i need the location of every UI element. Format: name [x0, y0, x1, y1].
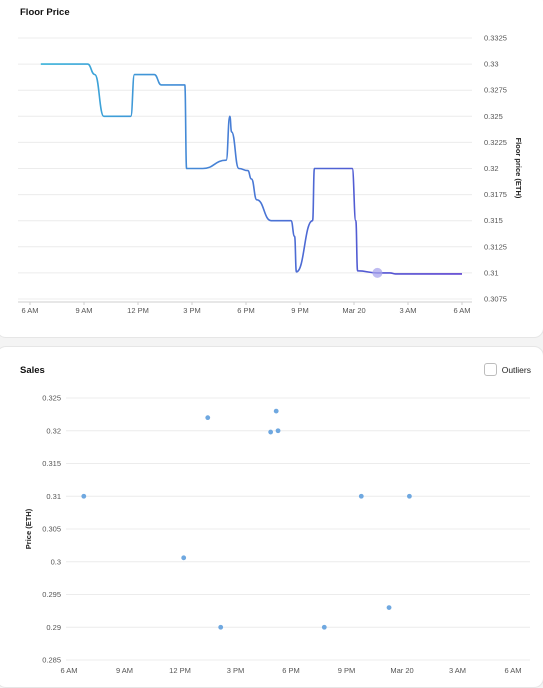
x-tick-label: 9 AM [116, 666, 133, 675]
y-tick-label: 0.3175 [484, 190, 507, 199]
highlight-point[interactable] [372, 267, 383, 278]
sales-card: Sales Outliers [0, 346, 543, 688]
sale-point[interactable] [358, 493, 364, 499]
sale-point[interactable] [275, 428, 281, 434]
x-tick-label: 6 AM [21, 306, 38, 315]
y-tick-label: 0.3225 [484, 138, 507, 147]
x-tick-label: 6 PM [282, 666, 300, 675]
sale-point[interactable] [81, 493, 87, 499]
x-tick-label: 6 AM [453, 306, 470, 315]
x-tick-label: 12 PM [127, 306, 149, 315]
x-tick-label: 3 PM [227, 666, 245, 675]
outliers-toggle[interactable]: Outliers [483, 363, 531, 376]
x-tick-label: 6 AM [504, 666, 521, 675]
x-tick-label: 3 PM [183, 306, 201, 315]
y-tick-label: 0.285 [42, 656, 61, 665]
y-tick-label: 0.325 [484, 112, 503, 121]
floor-price-line [40, 63, 462, 275]
floor-price-chart: 0.3325 0.33 0.3275 0.325 0.3225 0.32 0.3175 0.3… [18, 34, 523, 315]
x-tick-label: 6 AM [60, 666, 77, 675]
sale-point[interactable] [273, 408, 279, 414]
y-tick-label: 0.33 [484, 60, 499, 69]
y-tick-label: 0.305 [42, 525, 61, 534]
sale-point[interactable] [386, 605, 392, 610]
y-tick-label: 0.32 [484, 164, 499, 173]
x-tick-label: 9 PM [338, 666, 356, 675]
x-tick-label: Mar 20 [342, 306, 365, 315]
y-tick-label: 0.3325 [484, 34, 507, 43]
sale-point[interactable] [181, 555, 187, 561]
y-tick-label: 0.31 [46, 492, 61, 501]
sale-point[interactable] [205, 415, 211, 421]
floor-price-title: Floor Price [20, 7, 70, 18]
y-tick-label: 0.31 [484, 268, 499, 277]
y-tick-label: 0.3075 [484, 295, 507, 304]
outliers-checkbox[interactable] [483, 363, 497, 376]
y-tick-label: 0.3 [51, 557, 61, 566]
y-tick-label: 0.315 [484, 216, 503, 225]
sale-point[interactable] [407, 493, 412, 499]
x-tick-label: 3 AM [399, 306, 416, 315]
outliers-label: Outliers [501, 364, 531, 375]
y-tick-label: 0.325 [42, 394, 61, 403]
x-tick-label: 9 AM [75, 306, 92, 315]
x-tick-label: 9 PM [291, 306, 309, 315]
y-tick-label: 0.29 [46, 623, 61, 632]
x-tick-label: 6 PM [237, 306, 255, 315]
y-axis-title: Price (ETH) [24, 508, 33, 549]
sales-title: Sales [20, 365, 45, 376]
sale-point[interactable] [268, 429, 274, 435]
y-tick-label: 0.3275 [484, 86, 507, 95]
y-tick-label: 0.3125 [484, 242, 507, 251]
y-tick-label: 0.295 [42, 590, 61, 599]
y-tick-label: 0.32 [46, 426, 61, 435]
x-tick-label: 3 AM [449, 666, 466, 675]
x-tick-label: 12 PM [169, 666, 191, 675]
sale-point[interactable] [218, 624, 224, 630]
y-axis-title: Floor price (ETH) [514, 138, 523, 199]
x-tick-label: Mar 20 [390, 666, 413, 675]
sale-point[interactable] [321, 624, 327, 630]
y-tick-label: 0.315 [42, 459, 61, 468]
